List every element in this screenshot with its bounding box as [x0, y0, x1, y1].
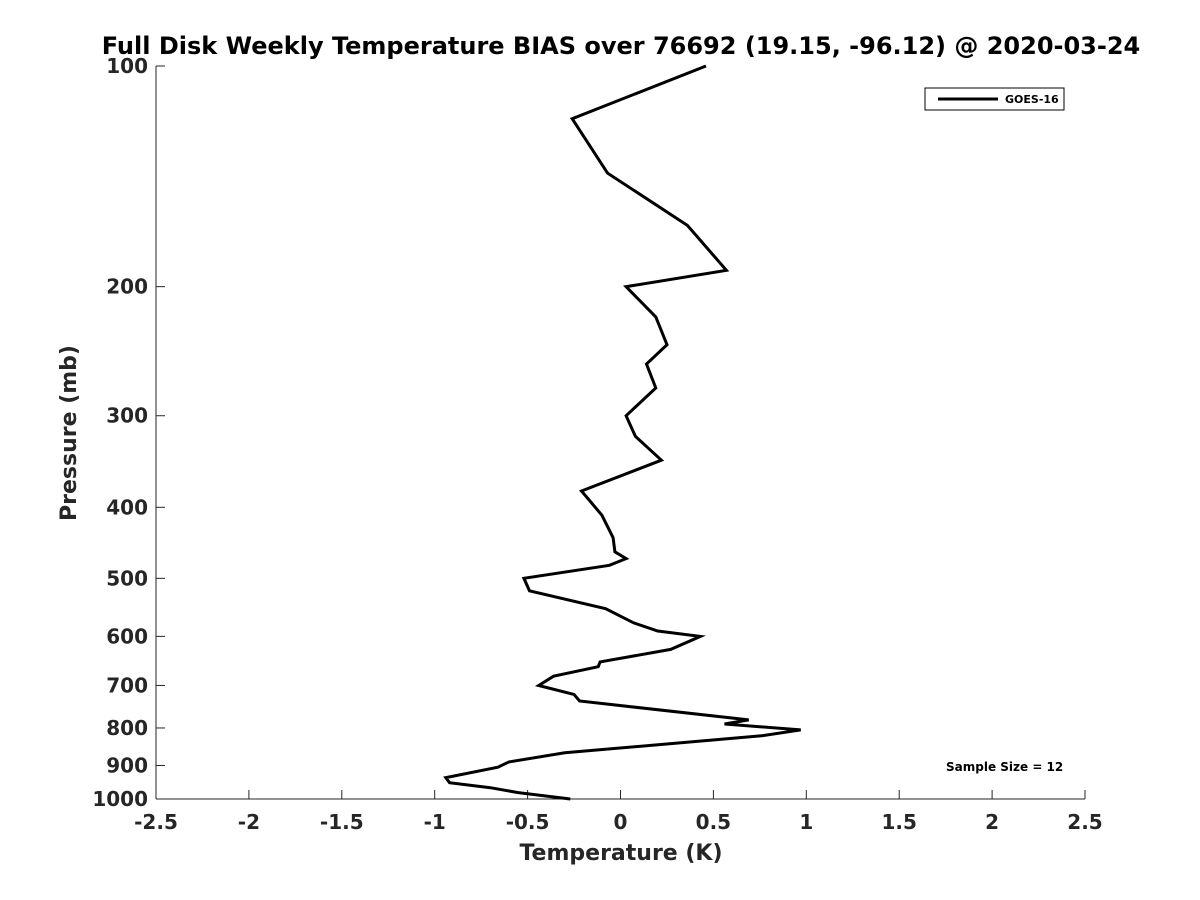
- y-tick-label: 800: [106, 716, 148, 740]
- x-tick-label: -1.5: [320, 810, 364, 834]
- y-tick-label: 600: [106, 624, 148, 648]
- sample-size-annotation: Sample Size = 12: [946, 760, 1063, 774]
- x-tick-label: 2.5: [1067, 810, 1102, 834]
- x-tick-label: 1: [799, 810, 813, 834]
- x-tick-label: 1.5: [881, 810, 916, 834]
- x-ticks: -2.5 -2 -1.5 -1 -0.5 0 0.5 1 1.5 2 2.5: [134, 790, 1103, 834]
- legend: GOES-16: [924, 87, 1065, 111]
- x-tick-label: -0.5: [506, 810, 550, 834]
- x-tick-label: 2: [985, 810, 999, 834]
- y-tick-label: 700: [106, 673, 148, 697]
- legend-entry-label: GOES-16: [1005, 93, 1059, 106]
- x-tick-label: 0: [614, 810, 628, 834]
- y-tick-label: 500: [106, 566, 148, 590]
- y-axis-label: Pressure (mb): [57, 345, 82, 521]
- axes: [155, 66, 1085, 800]
- y-tick-label: 300: [106, 404, 148, 428]
- y-tick-label: 200: [106, 275, 148, 299]
- x-axis-label: Temperature (K): [519, 841, 722, 866]
- series-line-0: [443, 64, 801, 801]
- y-tick-label: 900: [106, 753, 148, 777]
- x-tick-label: -2.5: [134, 810, 178, 834]
- y-tick-label: 100: [106, 54, 148, 78]
- x-tick-label: -2: [238, 810, 260, 834]
- x-tick-label: -1: [424, 810, 446, 834]
- y-ticks: 100 200 300 400 500 600 700 800 900 1000: [92, 54, 165, 811]
- y-tick-label: 1000: [92, 787, 148, 811]
- chart-title: Full Disk Weekly Temperature BIAS over 7…: [102, 32, 1141, 60]
- y-tick-label: 400: [106, 495, 148, 519]
- series-layer: [443, 64, 801, 801]
- x-tick-label: 0.5: [696, 810, 731, 834]
